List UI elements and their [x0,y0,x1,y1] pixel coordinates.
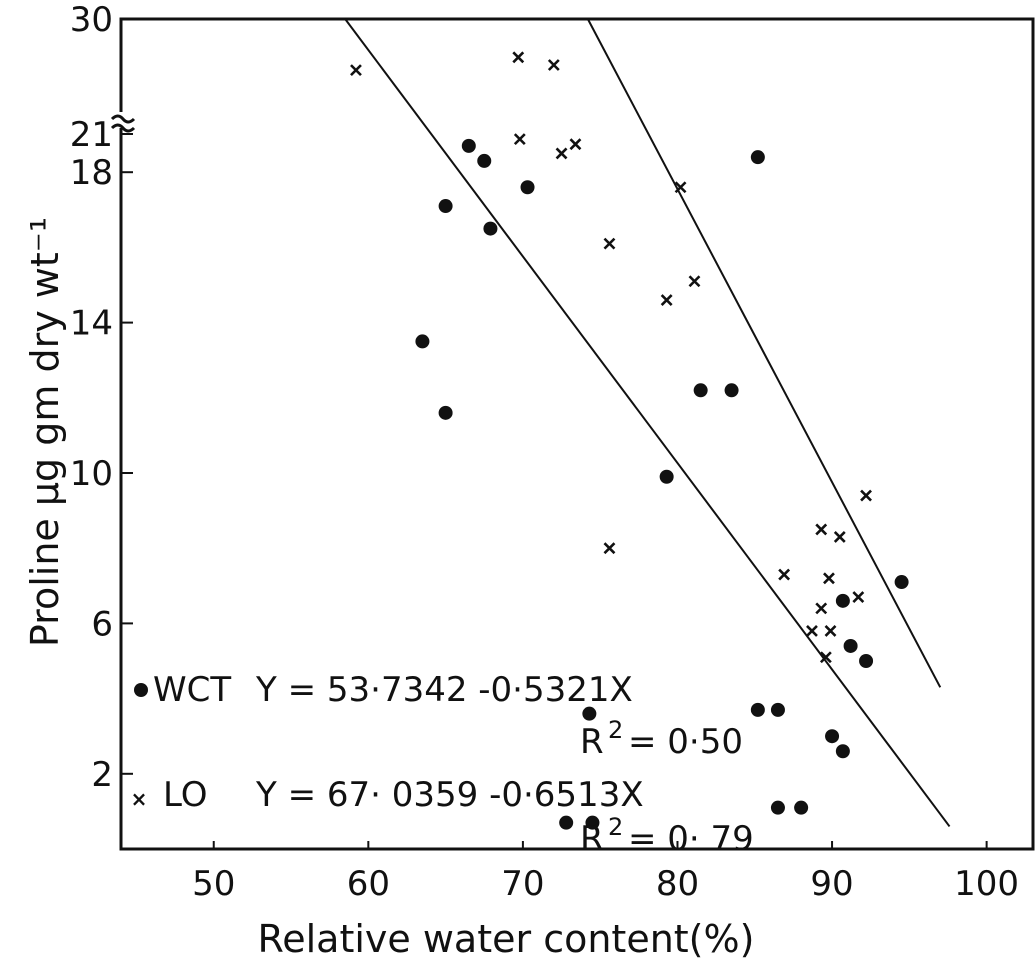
data-point-lo [824,625,837,637]
data-point-wct [770,800,785,815]
legend-lo-r2-label: R [580,819,604,859]
legend-lo-r2-value: = 0· 79 [628,819,754,859]
data-point-lo [860,489,872,502]
legend-lo-equation: Y = 67· 0359 -0·6513X [255,775,644,815]
data-point-wct [770,702,785,717]
data-point-wct [438,405,453,420]
legend-lo-r2-sup: 2 [608,813,623,841]
data-point-wct [461,138,476,153]
data-point-wct [693,383,708,398]
data-point-lo [815,523,828,536]
data-point-lo [350,64,362,77]
data-point-lo [852,591,865,603]
plot-frame [119,17,1035,851]
y-tick-label: 14 [70,304,113,344]
data-point-wct [582,706,597,721]
y-tick-label: 10 [70,454,113,494]
data-point-wct [559,815,574,830]
data-point-lo [833,531,846,543]
x-tick-label: 100 [954,864,1019,904]
data-point-lo [806,625,818,637]
data-point-lo [603,542,616,555]
y-axis-title: Proline µg gm dry wt⁻¹ [23,217,67,647]
data-point-wct [835,744,850,759]
data-point-lo [569,138,582,151]
x-tick-label: 50 [192,864,235,904]
data-point-wct [477,153,492,168]
x-tick-label: 90 [810,864,853,904]
data-point-lo [513,133,526,146]
data-point-wct [894,575,909,590]
data-point-wct [843,638,858,653]
legend-wct-r2-label: R [580,722,604,762]
legend-wct-r2-sup: 2 [608,716,623,744]
data-point-wct [520,180,535,195]
y-tick-label: 2 [91,755,113,795]
regression-lines [344,18,951,828]
data-point-lo [547,59,560,71]
regression-line-wct [344,18,951,828]
legend-wct: WCT Y = 53·7342 -0·5321X R 2 = 0·50 [134,670,743,762]
legend-wct-equation: Y = 53·7342 -0·5321X [255,670,633,710]
data-point-wct [859,654,874,668]
legend-wct-r2-value: = 0·50 [628,722,743,762]
y-tick-label: 6 [91,604,113,644]
data-point-lo [555,147,568,160]
data-point-lo [823,572,835,585]
legend-lo-name: LO [163,775,208,815]
data-point-wct [585,815,600,830]
legend-wct-marker [134,683,148,697]
regression-line-lo [586,18,942,688]
data-point-wct [750,150,765,165]
data-point-lo [688,275,701,288]
y-tick-label: 18 [70,153,113,193]
data-point-wct [825,729,840,744]
data-point-wct [438,199,453,214]
data-point-wct [750,702,765,717]
data-point-lo [603,237,616,250]
x-tick-label: 70 [501,864,544,904]
y-tick-label: 21 [70,115,113,155]
x-axis-title: Relative water content(%) [258,917,755,961]
x-axis-ticks: 50 60 70 80 90 100 [192,841,1019,904]
data-point-lo [512,51,525,64]
legend-lo-marker: × [131,787,148,811]
x-tick-label: 60 [347,864,390,904]
data-point-wct [659,469,674,484]
data-point-lo [674,181,687,194]
y-axis-break-mark [110,112,136,133]
legend-lo: × LO Y = 67· 0359 -0·6513X R 2 = 0· 79 [131,775,754,859]
data-point-lo [815,602,828,615]
data-point-wct [794,800,809,815]
data-point-wct [415,334,430,349]
x-tick-label: 80 [656,864,699,904]
data-point-lo [778,568,791,581]
data-point-wct [483,221,498,236]
y-tick-label: 30 [70,0,113,40]
data-point-wct [724,383,739,398]
data-point-wct [835,593,850,608]
data-point-lo [660,294,673,306]
data-points [350,51,909,830]
legend-wct-name: WCT [153,670,231,710]
data-point-lo [819,651,832,664]
